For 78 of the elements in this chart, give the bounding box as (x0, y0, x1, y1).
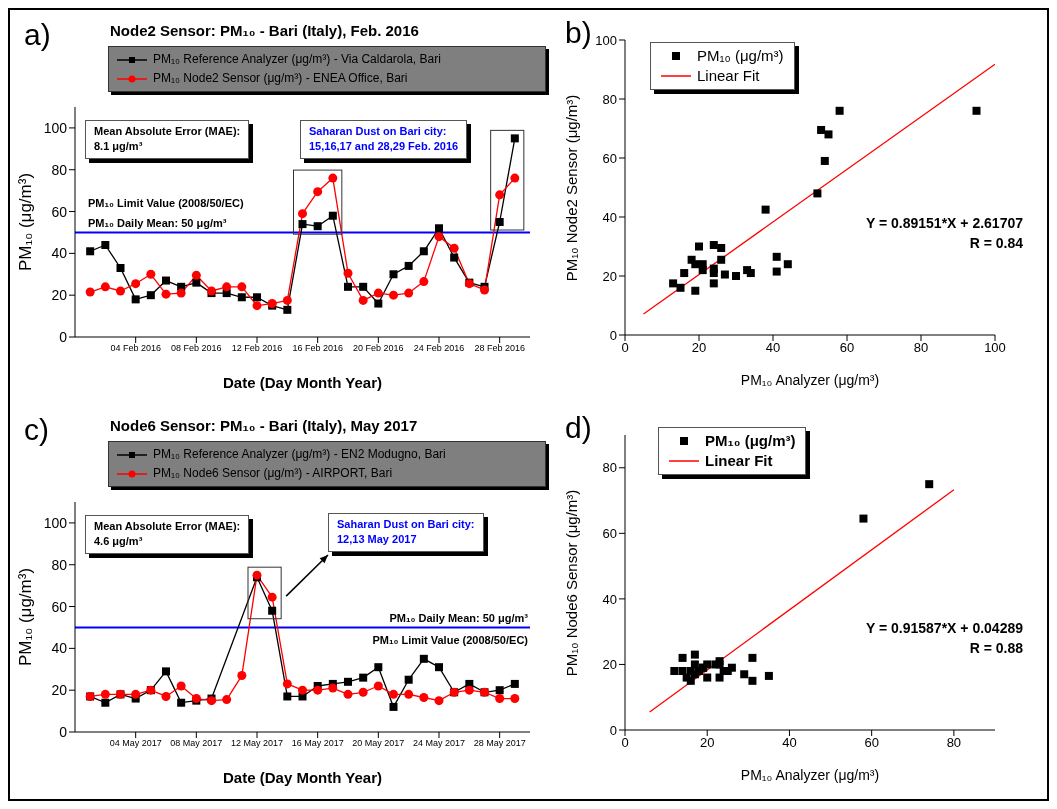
ref-line-label: PM₁₀ Daily Mean: 50 μg/m³ (88, 217, 227, 229)
x-tick-label: 12 Feb 2016 (231, 343, 283, 354)
y-tick-label: 40 (51, 245, 68, 262)
y-tick-label: 80 (602, 460, 617, 476)
legend-label: PM₁₀ (μg/m³) (697, 46, 784, 66)
legend-label: PM₁₀ Node2 Sensor (μg/m³) - ENEA Office, Bari (153, 70, 408, 87)
legend-label: PM₁₀ (μg/m³) (705, 431, 796, 451)
x-axis-title: Date (Day Month Year) (223, 374, 382, 391)
x-tick-label: 28 May 2017 (473, 738, 526, 749)
x-tick-label: 60 (864, 735, 879, 751)
y-tick-label: 60 (51, 598, 68, 615)
x-tick-label: 24 Feb 2016 (413, 343, 465, 354)
y-tick-label: 0 (609, 327, 617, 343)
y-tick-label: 40 (602, 591, 617, 607)
y-tick-label: 80 (51, 161, 68, 178)
annotation: PM₁₀ Limit Value (2008/50/EC) (88, 197, 244, 209)
x-tick-label: 08 Feb 2016 (171, 343, 222, 354)
x-tick-label: 20 (691, 340, 707, 356)
y-tick-label: 60 (602, 525, 617, 541)
y-axis-title: PM₁₀ Node2 Sensor (μg/m³) (562, 94, 580, 281)
y-tick-label: 20 (51, 682, 68, 699)
x-tick-label: 100 (984, 340, 1006, 356)
chart-title: Node2 Sensor: PM₁₀ - Bari (Italy), Feb. 2016 (110, 22, 419, 39)
annotation: Saharan Dust on Bari city: 15,16,17 and 28,29 Feb. 2016 (309, 125, 459, 153)
x-tick-label: 16 Feb 2016 (292, 343, 343, 354)
y-tick-label: 20 (51, 287, 68, 304)
y-tick-label: 80 (51, 556, 68, 573)
legend-label: PM₁₀ Reference Analyzer (μg/m³) - EN2 Modugno, Bari (153, 446, 446, 463)
x-tick-label: 40 (782, 735, 797, 751)
y-tick-label: 0 (609, 722, 617, 738)
x-tick-label: 80 (946, 735, 962, 751)
x-tick-label: 04 May 2017 (109, 738, 162, 749)
x-axis-title: PM₁₀ Analyzer (μg/m³) (740, 372, 880, 388)
y-tick-label: 80 (602, 91, 617, 107)
x-tick-label: 24 May 2017 (412, 738, 466, 749)
x-tick-label: 28 Feb 2016 (474, 343, 525, 354)
x-tick-label: 60 (839, 340, 855, 356)
ref-line-label: PM₁₀ Daily Mean: 50 μg/m³ (389, 612, 528, 624)
x-tick-label: 20 Feb 2016 (353, 343, 404, 354)
x-tick-label: 0 (621, 735, 629, 751)
text: a) (24, 18, 51, 51)
annotation: Mean Absolute Error (MAE): 4.6 μg/m³ (94, 520, 241, 548)
x-axis-title: PM₁₀ Analyzer (μg/m³) (740, 767, 880, 783)
x-tick-label: 08 May 2017 (170, 738, 223, 749)
legend-label: Linear Fit (697, 66, 760, 86)
x-tick-label: 04 Feb 2016 (110, 343, 161, 354)
x-tick-label: 16 May 2017 (291, 738, 344, 749)
legend-label: PM₁₀ Node6 Sensor (μg/m³) - AIRPORT, Bari (153, 465, 393, 482)
y-axis-title: PM₁₀ Node6 Sensor (μg/m³) (562, 489, 580, 676)
annotation: PM₁₀ Limit Value (2008/50/EC) (372, 634, 528, 646)
x-tick-label: 20 (699, 735, 715, 751)
annotation: Y = 0.91587*X + 0.04289 R = 0.88 (866, 620, 1023, 656)
text: c) (24, 413, 49, 446)
x-tick-label: 20 May 2017 (352, 738, 405, 749)
legend-label: PM₁₀ Reference Analyzer (μg/m³) - Via Caldarola, Bari (153, 51, 441, 68)
y-tick-label: 60 (602, 150, 617, 166)
y-tick-label: 20 (602, 657, 617, 673)
x-tick-label: 12 May 2017 (230, 738, 284, 749)
legend-label: Linear Fit (705, 451, 773, 471)
y-tick-label: 40 (602, 209, 617, 225)
text: d) (565, 411, 592, 444)
x-tick-label: 80 (913, 340, 929, 356)
annotation: Saharan Dust on Bari city: 12,13 May 2017 (337, 518, 475, 546)
y-tick-label: 100 (43, 119, 68, 136)
annotation: Mean Absolute Error (MAE): 8.1 μg/m³ (94, 125, 241, 153)
text: b) (565, 16, 592, 49)
x-tick-label: 0 (621, 340, 629, 356)
y-tick-label: 100 (595, 32, 617, 48)
y-axis-title: PM₁₀ (μg/m³) (16, 567, 35, 667)
y-tick-label: 20 (602, 268, 617, 284)
annotation: Y = 0.89151*X + 2.61707 R = 0.84 (866, 215, 1023, 251)
x-axis-title: Date (Day Month Year) (223, 769, 382, 786)
chart-title: Node6 Sensor: PM₁₀ - Bari (Italy), May 2017 (110, 417, 418, 434)
y-axis-title: PM₁₀ (μg/m³) (16, 172, 35, 272)
y-tick-label: 60 (51, 203, 68, 220)
y-tick-label: 40 (51, 640, 68, 657)
x-tick-label: 40 (765, 340, 781, 356)
y-tick-label: 100 (43, 514, 68, 531)
